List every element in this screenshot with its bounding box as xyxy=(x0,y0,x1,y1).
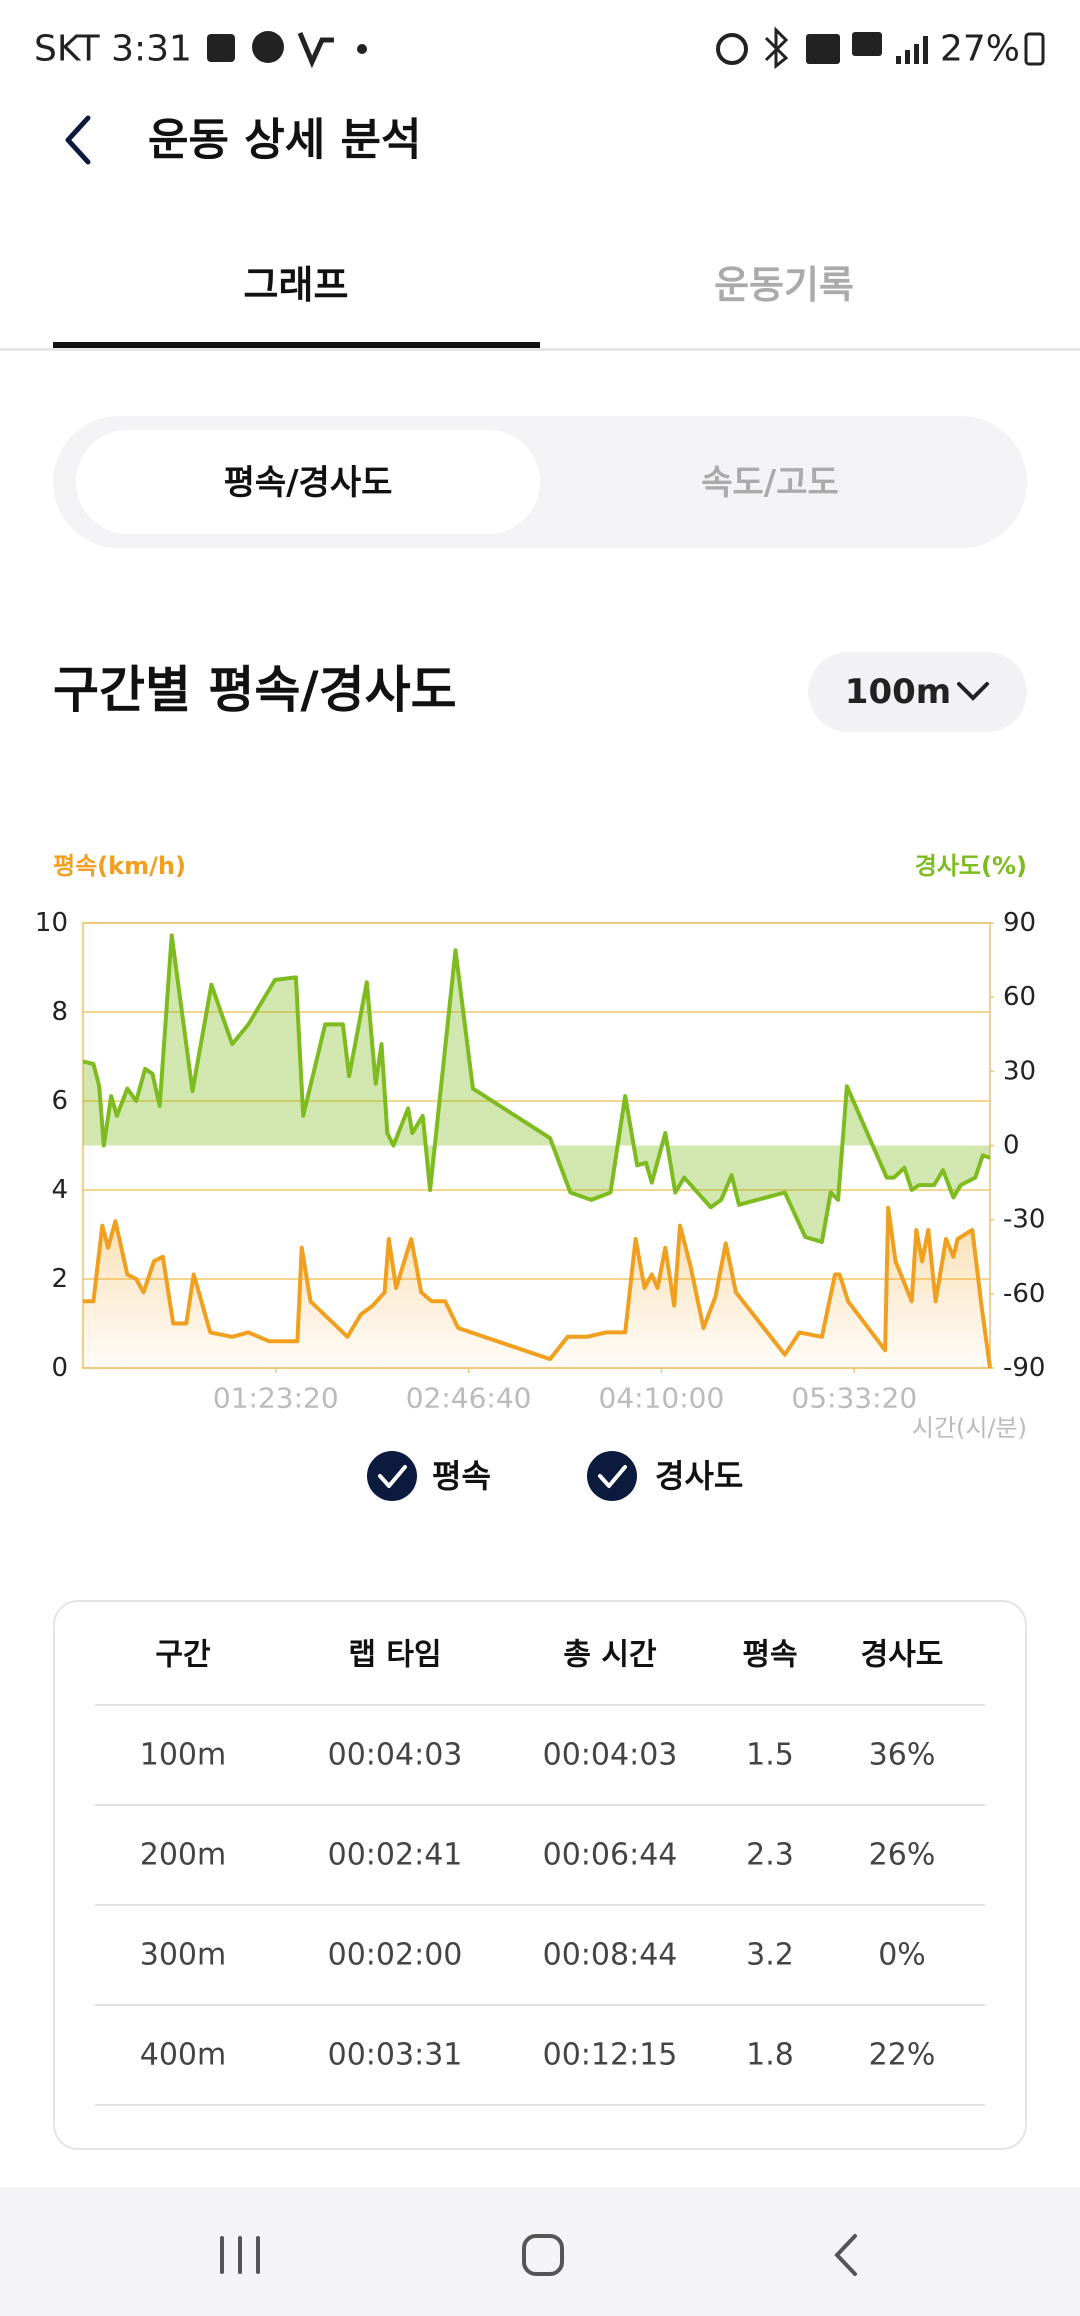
y2-tick-label: -30 xyxy=(1003,1205,1045,1235)
tab-records[interactable]: 운동기록 xyxy=(714,263,854,307)
signal-bar xyxy=(905,50,910,64)
battery-text: 27% xyxy=(940,29,1020,70)
table-cell: 00:06:44 xyxy=(543,1838,678,1873)
signal-bar xyxy=(914,44,919,64)
battery-icon xyxy=(1024,32,1045,66)
table-cell: 00:08:44 xyxy=(543,1938,678,1973)
signal-bar xyxy=(923,36,928,64)
table-cell: 00:04:03 xyxy=(543,1738,678,1773)
segment-label: 평속/경사도 xyxy=(224,463,393,503)
nav-recent[interactable] xyxy=(220,2236,260,2274)
table-cell: 00:03:31 xyxy=(328,2038,463,2073)
dot-icon xyxy=(357,44,367,54)
back-button[interactable] xyxy=(65,115,91,165)
y2-tick-label: -90 xyxy=(1003,1353,1045,1383)
legend-check[interactable] xyxy=(587,1451,637,1501)
table-cell: 100m xyxy=(140,1738,226,1773)
table-header: 경사도 xyxy=(861,1638,944,1673)
gallery-icon xyxy=(207,34,235,62)
section-title: 구간별 평속/경사도 xyxy=(53,661,457,719)
bluetooth-icon xyxy=(764,26,789,70)
y2-tick-label: 90 xyxy=(1003,908,1036,938)
header-title: 운동 상세 분석 xyxy=(148,115,422,166)
y-tick-label: 10 xyxy=(35,908,68,938)
5g-icon xyxy=(852,32,882,56)
x-tick-label: 01:23:20 xyxy=(213,1382,339,1415)
dropdown-label: 100m xyxy=(845,672,951,712)
area xyxy=(83,935,990,1242)
y-tick-label: 4 xyxy=(51,1175,68,1205)
y-tick-label: 0 xyxy=(51,1353,68,1383)
table-cell: 26% xyxy=(869,1838,936,1873)
table-header: 구간 xyxy=(155,1638,211,1673)
legend-check[interactable] xyxy=(367,1451,417,1501)
table-cell: 00:04:03 xyxy=(328,1738,463,1773)
nav-back[interactable] xyxy=(834,2234,857,2276)
x-tick-label: 05:33:20 xyxy=(791,1382,917,1415)
area xyxy=(83,1207,990,1368)
nav-home[interactable] xyxy=(522,2234,564,2276)
table-cell: 36% xyxy=(869,1738,936,1773)
line xyxy=(82,933,991,1244)
x-axis-title: 시간(시/분) xyxy=(912,1414,1027,1442)
check-mark xyxy=(598,1465,627,1488)
table-cell: 00:02:41 xyxy=(328,1838,463,1873)
dropdown-chevron xyxy=(957,682,989,701)
signal-bar xyxy=(896,56,901,64)
table-cell: 3.2 xyxy=(746,1938,794,1973)
table-header: 평속 xyxy=(742,1638,797,1673)
segment-active[interactable] xyxy=(76,430,540,534)
y-tick-label: 2 xyxy=(51,1264,68,1294)
dropdown[interactable] xyxy=(808,652,1027,732)
table-cell: 0% xyxy=(878,1938,926,1973)
table-cell: 00:02:00 xyxy=(328,1938,463,1973)
segment-label: 속도/고도 xyxy=(701,463,839,503)
table-header: 랩 타임 xyxy=(348,1638,441,1673)
y2-tick-label: 0 xyxy=(1003,1131,1020,1161)
app-icon xyxy=(297,32,334,69)
chart: 평속(km/h) 경사도(%) 0 2 4 6 8 10 -90 -60 -30 0 30 60 90 01:… xyxy=(35,852,1046,1442)
y2-tick-label: -60 xyxy=(1003,1279,1045,1309)
table-card xyxy=(53,1600,1027,2150)
y2-axis-title: 경사도(%) xyxy=(915,852,1027,880)
hd-voice-icon xyxy=(806,34,840,64)
y2-tick-label: 30 xyxy=(1003,1056,1036,1086)
tab-indicator xyxy=(53,342,540,348)
table: 구간 랩 타임 총 시간 평속 경사도 100m 00:04:03 00:04:03 1.5 36… xyxy=(95,1638,985,2106)
y-tick-label: 8 xyxy=(51,997,68,1027)
tab-divider xyxy=(0,348,1080,351)
table-cell: 1.5 xyxy=(746,1738,794,1773)
y-tick-label: 6 xyxy=(51,1086,68,1116)
line xyxy=(83,1205,992,1369)
table-cell: 1.8 xyxy=(746,2038,794,2073)
nav-bar xyxy=(0,2187,1080,2316)
check-mark xyxy=(378,1465,407,1488)
status-icons xyxy=(207,26,1045,70)
table-header: 총 시간 xyxy=(563,1638,657,1673)
legend-label: 평속 xyxy=(432,1457,491,1495)
y-axis-title: 평속(km/h) xyxy=(53,852,186,880)
table-cell: 400m xyxy=(140,2038,226,2073)
alarm-icon xyxy=(716,33,748,65)
table-cell: 2.3 xyxy=(746,1838,794,1873)
status-left: SKT 3:31 xyxy=(34,29,192,70)
tab-graph[interactable]: 그래프 xyxy=(244,263,349,307)
legend-label: 경사도 xyxy=(655,1457,743,1495)
table-cell: 00:12:15 xyxy=(543,2038,678,2073)
table-cell: 300m xyxy=(140,1938,226,1973)
message-icon xyxy=(252,31,284,63)
x-tick-label: 02:46:40 xyxy=(406,1382,532,1415)
x-tick-label: 04:10:00 xyxy=(599,1382,725,1415)
table-cell: 22% xyxy=(869,2038,936,2073)
table-cell: 200m xyxy=(140,1838,226,1873)
y2-tick-label: 60 xyxy=(1003,982,1036,1012)
